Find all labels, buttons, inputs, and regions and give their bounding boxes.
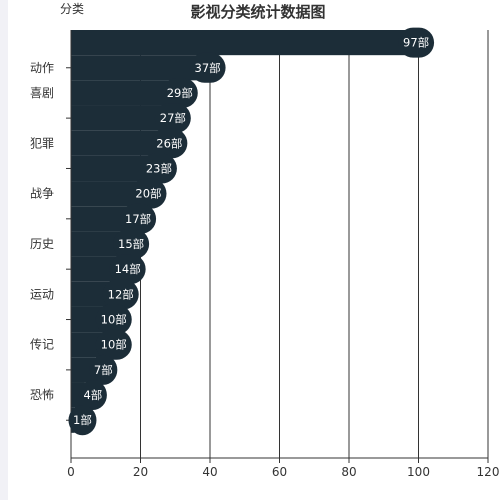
data-label-喜剧: 29部 (167, 86, 193, 100)
bar-战争 (71, 181, 141, 207)
data-label-bubble-战争 (130, 178, 167, 209)
data-label-bubble-运动 (102, 279, 139, 310)
left-edge-strip (0, 0, 8, 500)
y-axis-name: 分类 (60, 2, 84, 16)
data-label-bubble-科幻 (120, 203, 157, 234)
data-label-剧情: 97部 (403, 36, 429, 50)
data-label-犯罪: 26部 (156, 136, 182, 150)
data-label-战争: 20部 (135, 187, 161, 201)
data-label-爱情: 27部 (160, 111, 186, 125)
x-tick-label-20: 20 (133, 465, 148, 479)
data-label-恐怖: 4部 (83, 388, 102, 402)
data-label-bubble-剧情 (398, 27, 435, 58)
data-label-历史: 15部 (118, 237, 144, 251)
y-tick-label-动作: 动作 (30, 61, 54, 75)
y-tick-label-运动: 运动 (30, 287, 54, 301)
y-tick-label-战争: 战争 (30, 187, 54, 201)
data-label-传记: 10部 (101, 338, 127, 352)
y-tick-label-历史: 历史 (30, 237, 54, 251)
data-label-奇幻: 10部 (101, 313, 127, 327)
bar-剧情 (71, 30, 409, 56)
data-label-bubble-恐怖 (78, 380, 107, 411)
y-tick-label-传记: 传记 (30, 337, 54, 352)
x-tick-label-60: 60 (272, 465, 287, 479)
bar-犯罪 (71, 130, 162, 156)
data-label-bubble-惊悚 (89, 354, 118, 385)
data-label-bubble-奇幻 (95, 304, 132, 335)
data-label-动作: 37部 (195, 61, 221, 75)
bar-冒险 (71, 155, 151, 182)
data-label-bubble-传记 (95, 329, 132, 360)
data-label-bubble-家庭 (68, 405, 97, 436)
x-tick-label-0: 0 (67, 465, 75, 479)
data-label-运动: 12部 (108, 287, 134, 301)
y-tick-label-喜剧: 喜剧 (30, 86, 54, 100)
data-label-bubble-冒险 (140, 153, 177, 184)
y-tick-label-恐怖: 恐怖 (30, 387, 54, 402)
data-label-悬疑: 14部 (115, 262, 141, 276)
grid-lines (140, 30, 489, 458)
y-tick-label-犯罪: 犯罪 (30, 136, 54, 150)
data-label-bubble-喜剧 (161, 77, 198, 108)
data-label-bubble-历史 (113, 229, 150, 259)
data-label-bubble-犯罪 (151, 128, 188, 159)
data-label-科幻: 17部 (125, 212, 151, 226)
data-label-bubble-动作 (189, 52, 226, 83)
x-tick-label-100: 100 (407, 465, 430, 479)
data-label-bubble-悬疑 (109, 254, 146, 285)
data-label-bubble-爱情 (154, 103, 191, 134)
data-label-惊悚: 7部 (94, 363, 113, 377)
data-label-冒险: 23部 (146, 161, 172, 175)
x-tick-label-120: 120 (477, 465, 500, 479)
bar-喜剧 (71, 80, 172, 106)
data-label-家庭: 1部 (73, 413, 92, 427)
bar-爱情 (71, 105, 165, 131)
x-tick-label-40: 40 (202, 465, 217, 479)
bar-动作 (71, 55, 200, 81)
chart-title: 影视分类统计数据图 (190, 3, 325, 21)
x-tick-label-80: 80 (341, 465, 356, 479)
